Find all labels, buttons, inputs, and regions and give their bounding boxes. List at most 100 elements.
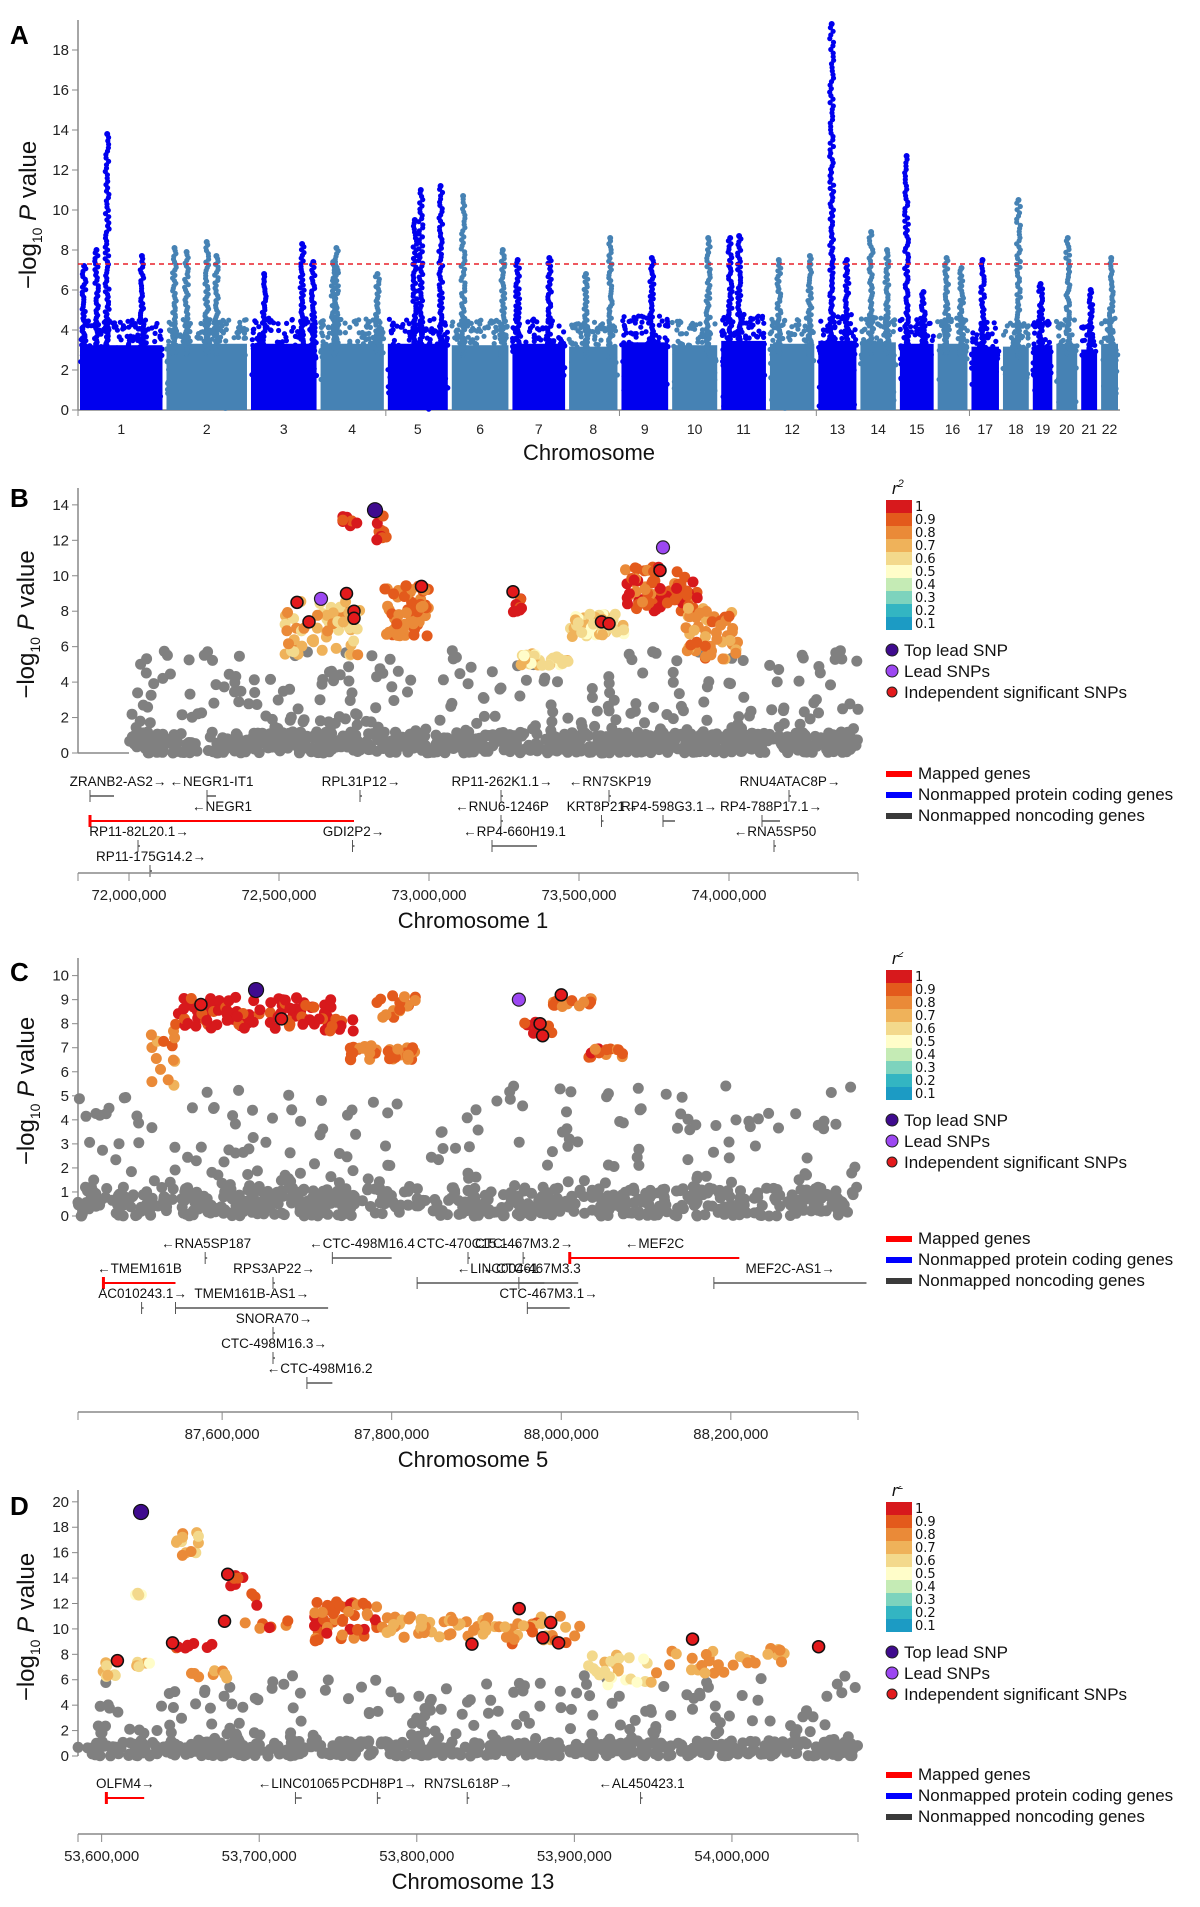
peak-top-point bbox=[438, 183, 444, 189]
snp-point bbox=[242, 318, 247, 323]
snp-point bbox=[1081, 324, 1086, 329]
background-snp bbox=[370, 702, 381, 713]
peak-top-point bbox=[607, 235, 613, 241]
chromosome-label: 21 bbox=[1081, 421, 1097, 437]
snp-point bbox=[535, 326, 540, 331]
background-snp bbox=[698, 697, 709, 708]
snp-point bbox=[898, 327, 903, 332]
snp-point bbox=[578, 330, 583, 335]
snp-point bbox=[319, 330, 324, 335]
snp-point bbox=[861, 337, 866, 342]
chromosome-3-points bbox=[249, 241, 319, 410]
snp-point bbox=[1008, 321, 1013, 326]
y-tick-label: 8 bbox=[61, 242, 69, 259]
snp-point bbox=[789, 324, 794, 329]
background-snp bbox=[490, 711, 501, 722]
snp-point bbox=[1058, 321, 1063, 326]
snp-point bbox=[1025, 335, 1030, 340]
peak-top-point bbox=[944, 255, 950, 261]
snp-point bbox=[293, 334, 298, 339]
snp-point bbox=[470, 326, 475, 331]
snp-point bbox=[250, 337, 255, 342]
background-snp bbox=[487, 666, 498, 677]
y-tick-label: 4 bbox=[61, 674, 69, 691]
chromosome-label: 13 bbox=[830, 421, 846, 437]
chromosome-label: 15 bbox=[909, 421, 925, 437]
snp-point bbox=[746, 325, 751, 330]
y-tick-label: 10 bbox=[52, 202, 69, 219]
background-snp bbox=[825, 679, 836, 690]
snp-point bbox=[593, 342, 598, 347]
peak-top-point bbox=[375, 271, 381, 277]
snp-point bbox=[280, 339, 285, 344]
chromosome-10-points bbox=[670, 235, 719, 410]
snp-point bbox=[795, 317, 800, 322]
snp-point bbox=[166, 339, 171, 344]
snp-point bbox=[770, 338, 775, 343]
snp-point bbox=[632, 331, 637, 336]
snp-point bbox=[638, 325, 643, 330]
snp-point bbox=[355, 339, 360, 344]
snp-point bbox=[567, 337, 572, 342]
snp-point bbox=[937, 333, 942, 338]
chromosome-label: 20 bbox=[1059, 421, 1075, 437]
snp-point bbox=[759, 332, 764, 337]
snp-point bbox=[557, 323, 562, 328]
peak-top-point bbox=[94, 247, 100, 253]
background-snp bbox=[177, 709, 188, 720]
y-tick-label: 18 bbox=[52, 42, 69, 59]
snp-point bbox=[1082, 338, 1087, 343]
peak-top-point bbox=[261, 271, 267, 277]
background-snp bbox=[723, 678, 734, 689]
snp-point bbox=[153, 331, 158, 336]
chromosome-label: 5 bbox=[414, 421, 422, 437]
panel-letter-a: A bbox=[10, 20, 29, 51]
snp-point bbox=[821, 332, 826, 337]
chromosome-label: 8 bbox=[589, 421, 597, 437]
snp-point bbox=[623, 326, 628, 331]
background-snp bbox=[676, 701, 687, 712]
background-snp bbox=[521, 675, 532, 686]
snp-point bbox=[226, 318, 231, 323]
chromosome-label: 2 bbox=[203, 421, 211, 437]
snp-point bbox=[631, 315, 636, 320]
background-snp bbox=[249, 687, 260, 698]
snp-point bbox=[224, 327, 229, 332]
snp-point bbox=[251, 327, 256, 332]
snp-point bbox=[761, 321, 766, 326]
y-tick-label: 16 bbox=[52, 82, 69, 99]
peak-top-point bbox=[829, 21, 835, 27]
snp-point bbox=[1099, 321, 1104, 326]
snp-point bbox=[712, 321, 717, 326]
background-snp bbox=[811, 694, 822, 705]
snp-point bbox=[129, 318, 134, 323]
snp-point bbox=[252, 318, 257, 323]
y-tick-label: 10 bbox=[52, 568, 69, 585]
peak-top-point bbox=[980, 257, 986, 263]
snp-point bbox=[769, 317, 774, 322]
background-snp bbox=[402, 687, 413, 698]
background-snp bbox=[851, 656, 862, 667]
snp-point bbox=[121, 323, 126, 328]
snp-point bbox=[970, 336, 975, 341]
snp-point bbox=[592, 320, 597, 325]
background-snp bbox=[159, 646, 170, 657]
peak-top-point bbox=[139, 253, 145, 259]
background-snp bbox=[798, 653, 809, 664]
snp-point bbox=[639, 320, 644, 325]
snp-point bbox=[1061, 338, 1066, 343]
snp-point bbox=[913, 324, 918, 329]
snp-point bbox=[394, 324, 399, 329]
chromosome-11-points bbox=[719, 233, 767, 410]
chromosome-19-points bbox=[1030, 281, 1053, 410]
peak-top-point bbox=[184, 249, 190, 255]
snp-point bbox=[242, 326, 247, 331]
snp-point bbox=[527, 329, 532, 334]
snp-point bbox=[221, 319, 226, 324]
peak-top-point bbox=[959, 265, 965, 271]
snp-point bbox=[1056, 333, 1061, 338]
chromosome-label: 14 bbox=[870, 421, 886, 437]
background-snp bbox=[265, 674, 276, 685]
background-snp bbox=[145, 717, 156, 728]
